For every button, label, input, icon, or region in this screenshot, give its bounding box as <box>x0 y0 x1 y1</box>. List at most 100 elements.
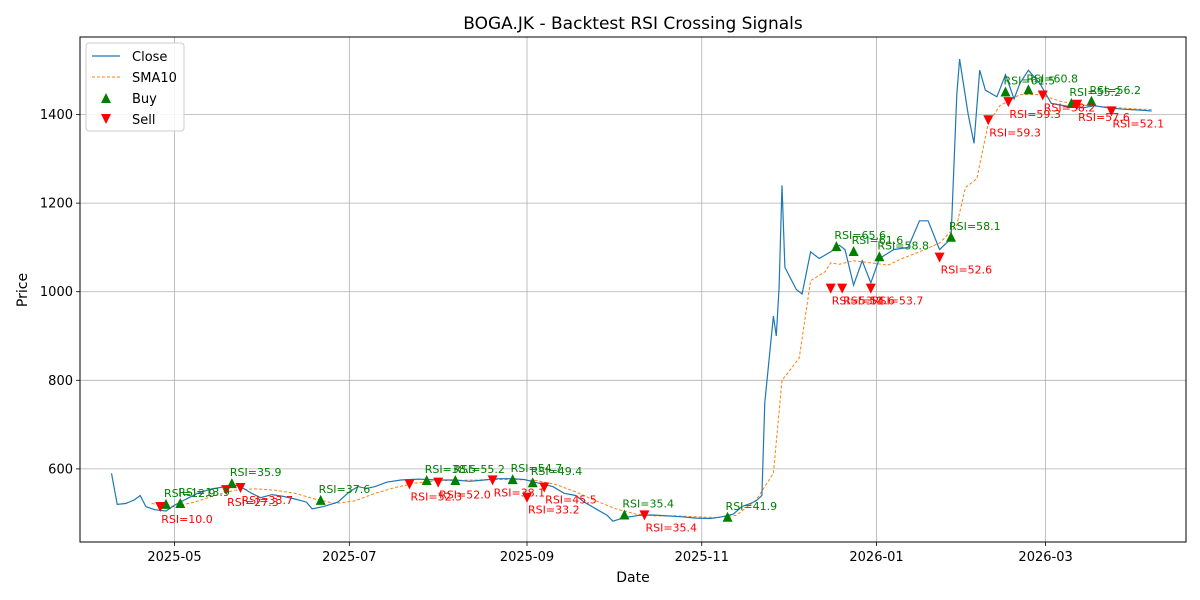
buy-annotation: RSI=41.9 <box>726 500 778 513</box>
legend-buy-marker <box>101 93 111 103</box>
buy-marker <box>831 241 842 252</box>
buy-annotation: RSI=55.2 <box>1069 86 1121 99</box>
sell-marker <box>539 482 550 493</box>
sell-annotation: RSI=59.3 <box>1009 108 1061 121</box>
sell-marker <box>1003 97 1014 108</box>
buy-annotation: RSI=58.1 <box>949 220 1001 233</box>
y-tick-label: 600 <box>48 462 73 477</box>
y-tick-label: 1000 <box>40 285 73 300</box>
x-axis-label: Date <box>616 570 649 586</box>
buy-annotation: RSI=60.8 <box>1026 72 1078 85</box>
sell-annotation: RSI=52.6 <box>941 264 993 277</box>
buy-marker <box>315 494 326 505</box>
buy-marker <box>722 511 733 522</box>
buy-annotation: RSI=38.5 <box>425 463 477 476</box>
sell-annotation: RSI=33.2 <box>528 504 580 517</box>
legend: Close SMA10 Buy Sell <box>85 42 185 132</box>
sell-annotation: RSI=38.1 <box>494 486 546 499</box>
sell-annotation: RSI=52.1 <box>1113 117 1165 130</box>
close-line <box>110 59 1152 522</box>
signal-markers <box>155 84 1117 522</box>
sell-annotation: RSI=27.3 <box>227 496 279 509</box>
chart-title: BOGA.JK - Backtest RSI Crossing Signals <box>463 14 803 34</box>
buy-annotation: RSI=37.6 <box>319 483 371 496</box>
legend-box <box>85 42 185 132</box>
sell-marker <box>235 482 246 493</box>
close-series <box>110 59 1152 522</box>
sell-marker <box>825 283 836 294</box>
buy-annotation: RSI=12.9 <box>164 487 216 500</box>
sell-marker <box>521 492 532 503</box>
legend-close-label: Close <box>132 50 167 65</box>
buy-annotation: RSI=61.5 <box>1003 74 1055 87</box>
buy-annotation: RSI=58.8 <box>877 239 929 252</box>
buy-marker <box>1000 86 1011 97</box>
sell-annotation: RSI=54.6 <box>843 295 895 308</box>
buy-marker <box>450 474 461 485</box>
legend-buy-label: Buy <box>132 92 157 107</box>
y-axis: 600 800 1000 1200 1400 <box>40 108 80 477</box>
buy-marker <box>848 245 859 256</box>
y-tick-label: 1200 <box>40 197 73 212</box>
x-axis: 2025-05 2025-07 2025-09 2025-11 2026-01 2026-… <box>147 542 1073 565</box>
buy-annotation: RSI=13.9 <box>178 486 230 499</box>
sell-annotation: RSI=33.7 <box>241 494 293 507</box>
sell-marker <box>155 502 166 513</box>
sell-marker <box>865 283 876 294</box>
sell-marker <box>1037 90 1048 101</box>
buy-marker <box>507 474 518 485</box>
legend-sell-marker <box>101 114 111 124</box>
sell-annotation: RSI=52.0 <box>439 489 491 502</box>
x-tick-label: 2025-07 <box>322 550 376 565</box>
sell-marker <box>221 485 232 496</box>
buy-marker <box>527 477 538 488</box>
buy-marker <box>421 474 432 485</box>
sell-annotation: RSI=45.5 <box>545 494 597 507</box>
sell-annotation: RSI=59.3 <box>989 126 1041 139</box>
buy-annotation: RSI=65.6 <box>834 229 886 242</box>
sell-annotation: RSI=35.4 <box>645 521 697 534</box>
x-tick-label: 2026-01 <box>849 550 903 565</box>
buy-marker <box>1023 84 1034 95</box>
sell-marker <box>1106 106 1117 117</box>
y-tick-label: 1400 <box>40 108 73 123</box>
sell-annotation: RSI=52.3 <box>411 490 463 503</box>
buy-marker <box>175 498 186 509</box>
buy-marker <box>619 509 630 520</box>
buy-marker <box>946 231 957 242</box>
buy-annotation: RSI=56.2 <box>1089 84 1141 97</box>
y-tick-label: 800 <box>48 374 73 389</box>
buy-annotation: RSI=54.7 <box>511 462 563 475</box>
sell-annotation: RSI=53.1 <box>832 295 884 308</box>
legend-sell-label: Sell <box>132 113 155 128</box>
buy-marker <box>160 498 171 509</box>
sell-marker <box>404 479 415 490</box>
sell-annotation: RSI=58.2 <box>1044 101 1096 114</box>
sell-marker <box>639 510 650 521</box>
buy-annotation: RSI=49.4 <box>531 465 583 478</box>
y-axis-label: Price <box>15 273 31 307</box>
buy-marker <box>1066 98 1077 109</box>
legend-sma10-label: SMA10 <box>132 71 177 86</box>
sell-marker <box>837 283 848 294</box>
sell-marker <box>487 475 498 486</box>
buy-annotation: RSI=35.9 <box>230 466 282 479</box>
buy-marker <box>874 251 885 262</box>
buy-annotation: RSI=55.2 <box>453 463 505 476</box>
plot-frame <box>79 36 1187 543</box>
buy-annotation: RSI=61.6 <box>852 234 904 247</box>
buy-marker <box>1086 95 1097 106</box>
sell-annotation: RSI=53.7 <box>872 295 924 308</box>
x-tick-label: 2025-05 <box>147 550 201 565</box>
sell-marker <box>983 115 994 126</box>
sell-annotation: RSI=10.0 <box>161 513 213 526</box>
x-tick-label: 2026-03 <box>1018 550 1072 565</box>
grid <box>80 37 1186 542</box>
sell-marker <box>1072 99 1083 110</box>
x-tick-label: 2025-11 <box>675 550 729 565</box>
sell-marker <box>433 477 444 488</box>
sell-marker <box>934 252 945 263</box>
